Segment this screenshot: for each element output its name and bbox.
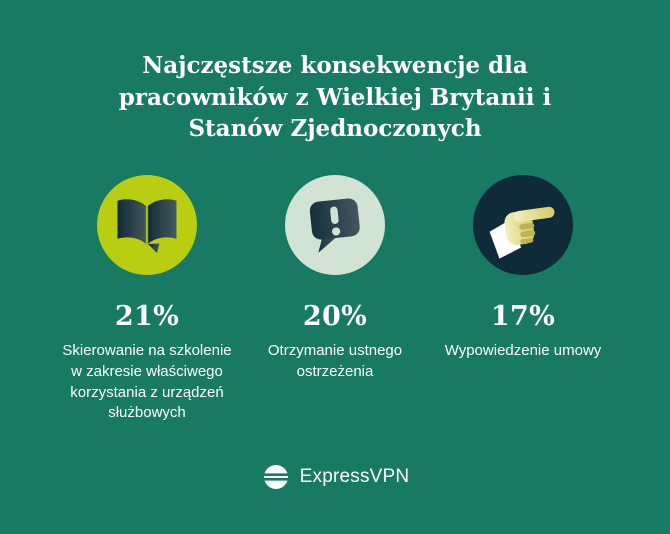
pointing-hand-icon-svg <box>473 175 573 276</box>
speech-bubble-warning-icon <box>283 173 387 277</box>
stat-percent: 17% <box>490 301 556 333</box>
stat-column-training: 21% Skierowanie na szkolenie w zakresie … <box>56 173 238 424</box>
stats-row: 21% Skierowanie na szkolenie w zakresie … <box>0 173 670 424</box>
expressvpn-logo-icon <box>261 465 290 489</box>
pointing-hand-icon <box>471 173 575 277</box>
footer: ExpressVPN <box>0 462 670 492</box>
exclamation-dot <box>331 227 341 236</box>
open-book-glyph <box>117 199 177 254</box>
exclamation-bar <box>330 206 339 225</box>
stat-column-termination: 17% Wypowiedzenie umowy <box>432 173 614 424</box>
open-book-icon-svg <box>97 175 197 276</box>
speech-bubble-glyph <box>309 198 360 254</box>
stat-label: Otrzymanie ustnego ostrzeżenia <box>267 342 403 380</box>
stat-column-verbal-warning: 20% Otrzymanie ustnego ostrzeżenia <box>244 173 426 424</box>
pointing-hand-glyph <box>489 206 555 259</box>
open-book-icon <box>95 173 199 277</box>
stat-label: Wypowiedzenie umowy <box>444 342 602 360</box>
stat-percent: 20% <box>302 301 368 333</box>
brand-name: ExpressVPN <box>299 466 410 487</box>
stat-percent: 21% <box>114 301 180 333</box>
stat-label: Skierowanie na szkolenie w zakresie właś… <box>62 342 232 422</box>
speech-bubble-warning-icon-svg <box>285 175 385 276</box>
page-title: Najczęstsze konsekwencje dla pracowników… <box>118 52 552 143</box>
